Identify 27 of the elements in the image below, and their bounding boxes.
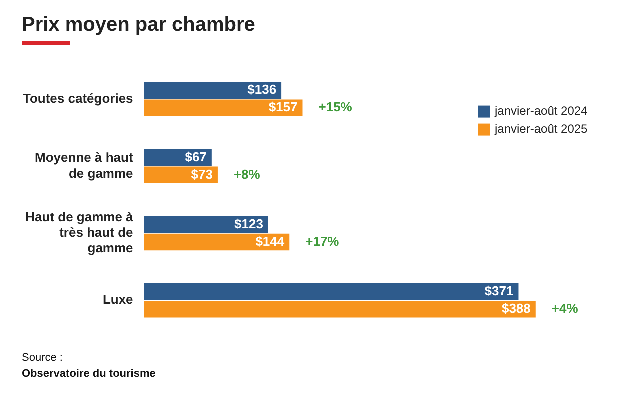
y-tick-label: Luxe — [102, 292, 134, 308]
y-tick-label: Moyenne à haut de gamme — [35, 150, 134, 181]
source-note: Source : — [22, 351, 64, 366]
chart-title: Prix moyen par chambre — [22, 14, 256, 37]
bar — [144, 301, 536, 318]
data-label: $136 — [248, 82, 277, 98]
annotation: +15% — [318, 100, 353, 115]
data-label: $144 — [256, 234, 286, 249]
annotation: +8% — [234, 166, 261, 182]
data-label: $67 — [185, 149, 207, 164]
data-label: $388 — [502, 300, 531, 316]
data-label: $73 — [191, 166, 213, 182]
data-label: $157 — [268, 100, 298, 115]
y-tick-label: Toutes catégories — [22, 90, 134, 106]
bar — [144, 284, 519, 300]
data-label: $123 — [234, 216, 264, 232]
annotation: +4% — [552, 300, 579, 316]
bar — [144, 82, 282, 99]
y-tick-label: Haut de gamme à très haut de gamme — [26, 210, 134, 256]
legend-label: janvier-août 2025 — [494, 122, 588, 136]
annotation: +17% — [306, 234, 340, 249]
legend-label: janvier-août 2024 — [494, 104, 588, 118]
bar — [144, 234, 290, 251]
data-label: $371 — [484, 284, 514, 299]
bar — [144, 100, 303, 116]
bar — [144, 216, 268, 234]
text: Observatoire du tourisme — [22, 367, 156, 382]
